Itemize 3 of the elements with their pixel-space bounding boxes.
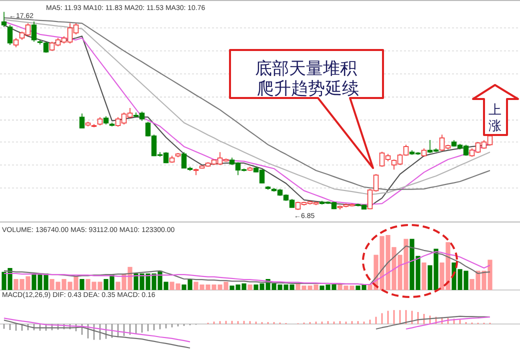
annotation: 底部天量堆积 [255, 59, 357, 78]
annotation: 上涨 [488, 102, 502, 133]
annotation: 爬升趋势延续 [257, 79, 359, 98]
